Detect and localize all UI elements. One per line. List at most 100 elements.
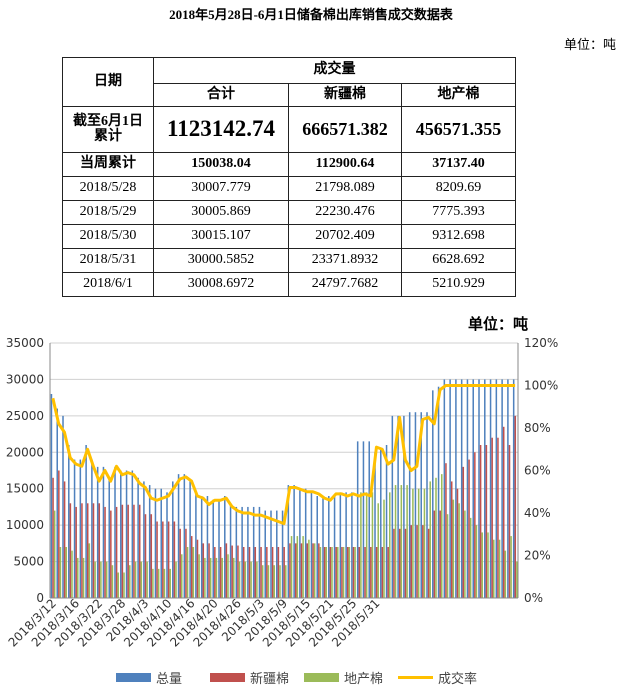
bar-total xyxy=(241,506,243,598)
bar-total xyxy=(478,379,480,598)
bar-total xyxy=(264,510,266,598)
bar-total xyxy=(172,481,174,598)
bar-local xyxy=(198,554,200,598)
bar-total xyxy=(501,379,503,598)
bar-xinjiang xyxy=(266,547,268,598)
bar-total xyxy=(85,445,87,598)
bar-local xyxy=(383,499,385,598)
bar-xinjiang xyxy=(231,545,233,598)
row-local: 6628.692 xyxy=(401,248,516,273)
bar-local xyxy=(285,565,287,598)
bar-local xyxy=(510,536,512,598)
bar-total xyxy=(437,386,440,598)
bar-local xyxy=(233,557,235,598)
bar-xinjiang xyxy=(485,445,488,598)
rate-line xyxy=(51,384,516,526)
bar-xinjiang xyxy=(214,547,216,598)
bar-local xyxy=(302,536,304,598)
bar-total xyxy=(258,506,261,598)
bar-local xyxy=(371,492,374,598)
bar-total xyxy=(125,470,128,598)
bar-local xyxy=(342,547,345,598)
bar-total xyxy=(293,485,295,598)
bar-total xyxy=(50,394,53,598)
bar-local xyxy=(452,499,455,598)
bar-xinjiang xyxy=(410,525,413,598)
bar-total xyxy=(374,452,376,598)
cumulative-label: 截至6月1日 累计 xyxy=(62,106,154,153)
bar-xinjiang xyxy=(422,525,424,598)
y2-tick-label: 60% xyxy=(524,464,551,478)
bar-local xyxy=(117,572,119,598)
bar-local xyxy=(82,557,85,598)
cumulative-total: 1123142.74 xyxy=(153,106,289,153)
bar-xinjiang xyxy=(162,521,164,598)
bar-local xyxy=(105,561,108,598)
bar-local xyxy=(429,481,431,598)
bar-local xyxy=(469,517,472,598)
bar-local xyxy=(192,547,195,598)
bar-xinjiang xyxy=(398,528,401,598)
bar-local xyxy=(417,488,420,598)
bar-local xyxy=(475,525,478,598)
y-tick-label: 20000 xyxy=(6,445,44,459)
chart-legend: 总量 新疆棉 地产棉 成交率 xyxy=(0,668,622,687)
bar-xinjiang xyxy=(150,514,153,598)
legend-swatch-xinjiang xyxy=(210,673,245,682)
bar-local xyxy=(221,557,223,598)
bar-local xyxy=(140,561,143,598)
y-tick-label: 15000 xyxy=(6,482,44,496)
bar-local xyxy=(88,543,91,598)
bar-local xyxy=(238,561,241,598)
bar-xinjiang xyxy=(248,547,251,598)
bar-total xyxy=(68,445,70,598)
bar-xinjiang xyxy=(346,547,349,598)
bar-xinjiang xyxy=(479,445,482,598)
bar-local xyxy=(215,557,218,598)
bar-xinjiang xyxy=(341,547,343,598)
bar-total xyxy=(356,441,359,598)
bar-xinjiang xyxy=(514,415,517,598)
bar-xinjiang xyxy=(364,547,366,598)
bar-total xyxy=(380,448,382,598)
y-tick-label: 5000 xyxy=(13,555,44,569)
bar-local xyxy=(273,565,275,598)
row-date: 2018/6/1 xyxy=(62,272,154,297)
bar-local xyxy=(487,532,489,598)
bar-local xyxy=(516,561,518,598)
bar-local xyxy=(157,568,160,598)
bar-total xyxy=(252,506,255,598)
week-local: 37137.40 xyxy=(401,152,516,177)
bar-local xyxy=(111,565,114,598)
y-tick-label: 35000 xyxy=(6,336,44,350)
bar-local xyxy=(337,547,339,598)
bar-local xyxy=(354,547,356,598)
bar-total xyxy=(224,496,226,598)
y-tick-label: 10000 xyxy=(6,518,44,532)
bar-total xyxy=(235,506,238,598)
bar-total xyxy=(339,492,342,598)
bar-total xyxy=(432,390,434,598)
bar-local xyxy=(279,565,281,598)
bar-total xyxy=(414,412,417,598)
bar-xinjiang xyxy=(63,481,66,598)
bar-total xyxy=(79,459,82,598)
bar-xinjiang xyxy=(242,547,245,598)
row-xinjiang: 23371.8932 xyxy=(288,248,402,273)
bar-total xyxy=(391,415,394,598)
bar-total xyxy=(218,499,220,598)
bar-local xyxy=(169,568,171,598)
table-row: 2018/6/1 30008.6972 24797.7682 5210.929 xyxy=(62,272,516,297)
bar-total xyxy=(166,492,168,598)
bar-total xyxy=(322,496,324,598)
bar-total xyxy=(420,412,422,598)
legend-swatch-total xyxy=(116,673,151,682)
row-local: 7775.393 xyxy=(401,200,516,225)
row-total: 30008.6972 xyxy=(153,272,289,297)
bar-total xyxy=(333,496,336,598)
bar-xinjiang xyxy=(289,543,291,598)
bar-xinjiang xyxy=(144,514,147,598)
cumulative-xinjiang: 666571.382 xyxy=(288,106,402,153)
y2-tick-label: 40% xyxy=(524,506,551,520)
bar-total xyxy=(270,510,272,598)
